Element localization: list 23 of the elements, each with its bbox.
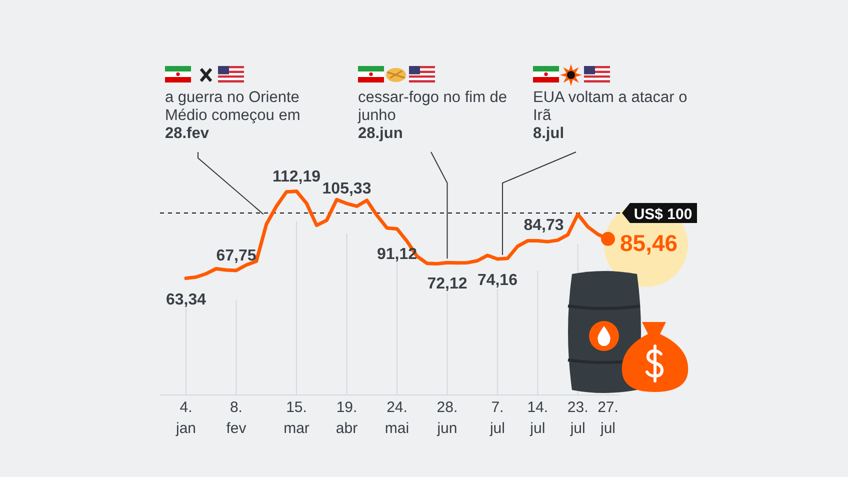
x-tick-label: 23. jul	[567, 399, 588, 437]
x-tick-label: 4. jan	[174, 399, 196, 437]
text: EUA voltam a atacar o Irã 8.jul	[533, 89, 688, 142]
x-tick-label: 8. fev	[226, 399, 247, 437]
x-tick-label: 14. jul	[527, 399, 548, 437]
data-label: 72,12	[427, 276, 468, 293]
x-tick-label: 28. jun	[436, 399, 458, 437]
data-label: 74,16	[477, 272, 518, 290]
text: cessar-fogo no fim de junho 28.jun	[357, 89, 508, 142]
data-label: 67,75	[216, 247, 256, 264]
x-tick-label: 27. jul	[598, 399, 618, 437]
x-tick-label: 7. jul	[488, 399, 505, 437]
data-label: 63,34	[166, 291, 206, 308]
data-label: 85,46	[620, 230, 678, 256]
x-tick-label: 24. mai	[384, 399, 410, 437]
data-label: 91,12	[376, 246, 418, 263]
data-label: 84,73	[524, 217, 564, 234]
data-label: 112,19	[272, 168, 321, 186]
x-tick-label: 15. mar	[284, 399, 310, 437]
ref-line-label: US$ 100	[634, 206, 692, 224]
data-label: 105,33	[322, 180, 372, 198]
x-tick-label: 19. abr	[336, 399, 358, 437]
text: a guerra no Oriente Médio começou em 28.fev	[165, 89, 300, 142]
